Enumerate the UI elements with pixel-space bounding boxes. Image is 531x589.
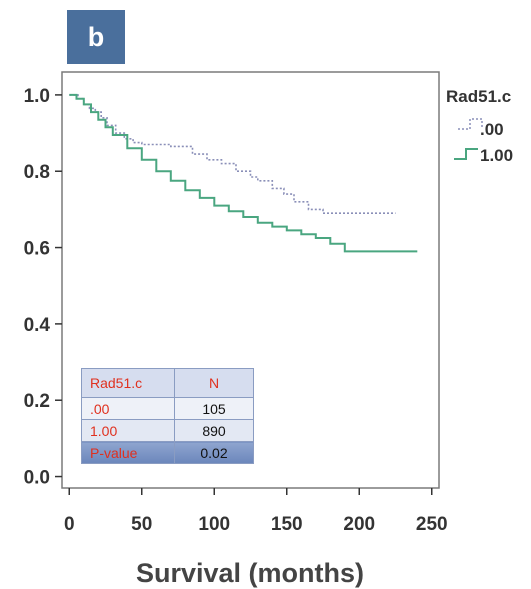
legend-label-series-1: 1.00: [480, 146, 513, 165]
legend-swatch-series-1: [454, 148, 478, 160]
panel-label-badge: b: [67, 10, 125, 64]
y-tick-label: 0.8: [24, 162, 50, 183]
inset-table-row: P-value 0.02: [81, 441, 254, 464]
inset-table-header-group: Rad51.c: [81, 368, 175, 398]
y-axis: 0.0 0.2 0.4 0.6 0.8 1.0: [24, 86, 62, 489]
x-axis-label: Survival (months): [136, 558, 364, 588]
inset-table-header-row: Rad51.c N: [81, 368, 254, 398]
y-tick-label: 0.0: [24, 468, 50, 489]
inset-table-row: 1.00 890: [81, 419, 254, 442]
legend-label-series-0: .00: [480, 120, 504, 139]
x-tick-label: 50: [131, 514, 152, 535]
legend-title: Rad51.c: [446, 87, 511, 106]
inset-table-row: .00 105: [81, 397, 254, 420]
survival-curves: [69, 93, 418, 253]
inset-table-cell-value: 890: [174, 419, 254, 442]
y-tick-label: 1.0: [24, 86, 50, 107]
inset-table-cell-value: 105: [174, 397, 254, 420]
series-line-0: [69, 94, 396, 214]
x-tick-label: 250: [416, 514, 448, 535]
legend: Rad51.c .00 1.00: [446, 87, 513, 165]
x-axis: 0 50 100 150 200 250: [64, 488, 448, 535]
y-tick-label: 0.4: [24, 315, 51, 336]
inset-table-cell-label: P-value: [81, 441, 175, 464]
legend-swatch-series-0: [458, 118, 483, 130]
x-tick-label: 100: [198, 514, 230, 535]
x-tick-label: 150: [271, 514, 303, 535]
inset-table-header-n: N: [174, 368, 254, 398]
y-tick-label: 0.6: [24, 239, 50, 260]
series-line-1: [69, 93, 418, 253]
inset-table: Rad51.c N .00 105 1.00 890 P-value 0.02: [81, 368, 254, 464]
x-tick-label: 200: [343, 514, 375, 535]
inset-table-cell-label: .00: [81, 397, 175, 420]
x-tick-label: 0: [64, 514, 75, 535]
y-tick-label: 0.2: [24, 391, 50, 412]
inset-table-cell-value: 0.02: [174, 441, 254, 464]
inset-table-cell-label: 1.00: [81, 419, 175, 442]
